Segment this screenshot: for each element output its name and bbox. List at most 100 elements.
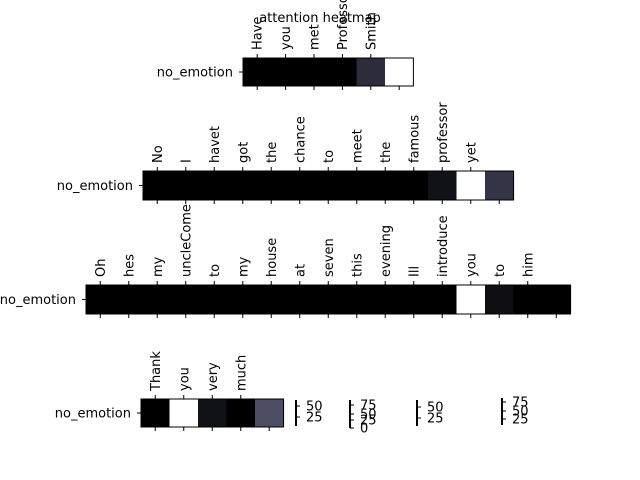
x-tick-label: Oh: [94, 259, 109, 277]
heatmap-cell: [385, 58, 414, 86]
colorbar-tick-label: 50: [360, 408, 377, 423]
x-tick-label: hes: [122, 254, 137, 277]
x-tick-label: yet: [464, 142, 479, 163]
colorbar-tick-label: 0: [360, 422, 368, 437]
colorbar-tick-label: 25: [306, 411, 323, 426]
x-tick-label: him: [521, 252, 536, 277]
heatmap-cell: [257, 285, 287, 314]
heatmap-cell: [513, 285, 543, 314]
heatmap-cell: [542, 285, 572, 314]
x-tick-label: Ill: [407, 266, 422, 277]
x-tick-label: you: [464, 253, 479, 277]
heatmap-cell: [342, 171, 372, 200]
heatmap-cell: [456, 285, 486, 314]
heatmap-cell: [399, 171, 429, 200]
heatmap-cell: [485, 171, 515, 200]
heatmap-cell: [257, 171, 287, 200]
x-tick-label: my: [236, 256, 251, 277]
heatmap-cell: [143, 285, 173, 314]
heatmap-cell: [371, 171, 401, 200]
x-tick-label: meet: [350, 129, 365, 163]
heatmap-cell: [143, 171, 173, 200]
x-tick-label: Have: [251, 17, 266, 50]
heatmap-cell: [86, 285, 116, 314]
x-tick-label: the: [265, 142, 280, 163]
heatmap-cell: [243, 58, 272, 86]
x-tick-label: Thank: [149, 351, 164, 392]
colorbar-tick-label: 50: [427, 401, 444, 416]
heatmap-cell: [399, 285, 429, 314]
y-tick-label: no_emotion: [157, 66, 233, 81]
heatmap-cell: [299, 58, 329, 86]
heatmap-cell: [271, 58, 301, 86]
x-tick-label: famous: [407, 115, 422, 163]
heatmap-row: Oh hes my uncleCome to my house at seven this even…: [0, 204, 572, 318]
heatmap-cell: [328, 58, 358, 86]
colorbar-tick-label: 50: [512, 405, 529, 420]
heatmap-cell: [171, 171, 201, 200]
x-tick-label: you: [177, 367, 192, 391]
heatmap-cell: [342, 285, 372, 314]
x-tick-label: introduce: [436, 215, 451, 277]
heatmap-cell: [200, 171, 230, 200]
heatmap-cell: [356, 58, 386, 86]
x-tick-label: much: [234, 355, 249, 391]
heatmap-cell: [255, 399, 285, 427]
heatmap-cell: [456, 171, 486, 200]
x-tick-label: the: [379, 142, 394, 163]
x-tick-label: havet: [208, 126, 223, 163]
x-tick-label: Professor: [336, 0, 351, 50]
colorbar-tick-label: 75: [512, 396, 529, 411]
heatmap-cell: [169, 399, 199, 427]
x-tick-label: to: [322, 150, 337, 163]
x-tick-label: you: [279, 26, 294, 50]
x-tick-label: No: [151, 145, 166, 163]
heatmap-cell: [314, 171, 344, 200]
heatmap-cell: [198, 399, 228, 427]
heatmap-cell: [285, 285, 315, 314]
colorbar-tick-label: 50: [306, 400, 323, 415]
heatmap-cell: [428, 171, 458, 200]
heatmap-row: Have you met Professor Smith no_emotion: [157, 0, 414, 90]
heatmap-cell: [485, 285, 515, 314]
heatmap-cell: [371, 285, 401, 314]
heatmap-cell: [428, 285, 458, 314]
x-tick-label: uncleCome: [179, 204, 194, 277]
x-tick-label: this: [350, 253, 365, 277]
heatmap-cell: [171, 285, 201, 314]
x-tick-label: chance: [293, 116, 308, 163]
y-tick-label: no_emotion: [57, 179, 133, 194]
x-tick-label: very: [206, 362, 221, 391]
heatmap-cell: [285, 171, 315, 200]
colorbar-tick-label: 25: [427, 412, 444, 427]
heatmap-cell: [200, 285, 230, 314]
x-tick-label: house: [265, 238, 280, 277]
x-tick-label: professor: [436, 102, 451, 163]
x-tick-label: to: [493, 264, 508, 277]
x-tick-label: at: [293, 264, 308, 277]
heatmap-cell: [228, 285, 258, 314]
heatmap-row: Thank you very much no_emotion: [55, 351, 285, 431]
colorbar-tick-label: 75: [360, 399, 377, 414]
x-tick-label: got: [236, 142, 251, 163]
chart-title: attention heatmap: [259, 11, 381, 26]
colorbar-bar: [295, 400, 297, 426]
heatmap-cell: [228, 171, 258, 200]
x-tick-label: to: [208, 264, 223, 277]
heatmap-cell: [226, 399, 256, 427]
colorbar-bar: [416, 400, 418, 426]
heatmap-cell: [114, 285, 144, 314]
x-tick-label: my: [151, 256, 166, 277]
heatmap-cell: [314, 285, 344, 314]
x-tick-label: evening: [379, 225, 394, 277]
x-tick-label: Smith: [364, 12, 379, 50]
x-tick-label: I: [179, 159, 194, 163]
